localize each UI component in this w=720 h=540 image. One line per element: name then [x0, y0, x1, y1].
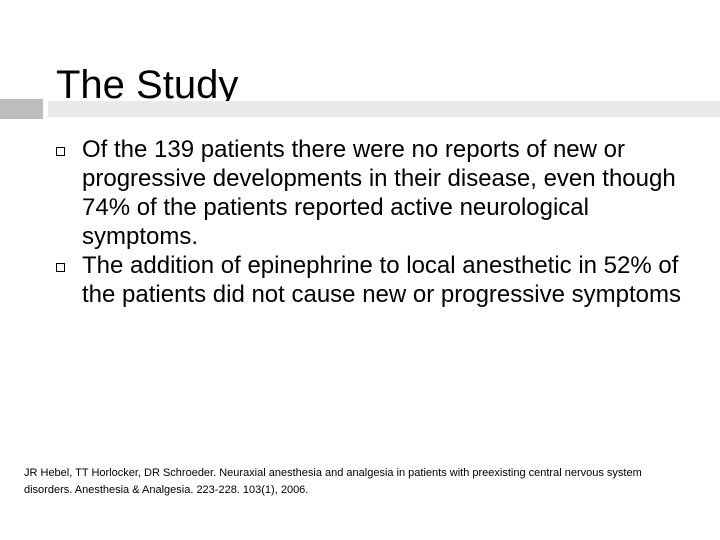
citation: JR Hebel, TT Horlocker, DR Schroeder. Ne…	[24, 467, 642, 496]
slide-title: The Study	[56, 62, 239, 107]
square-bullet-icon	[56, 263, 65, 272]
bullet-item: Of the 139 patients there were no report…	[56, 135, 706, 251]
square-bullet-icon	[56, 147, 65, 156]
title-divider-accent	[0, 99, 43, 119]
title-divider	[48, 101, 720, 117]
bullet-text: The addition of epinephrine to local ane…	[82, 252, 681, 308]
bullet-list: Of the 139 patients there were no report…	[56, 135, 706, 309]
bullet-text: Of the 139 patients there were no report…	[82, 136, 676, 250]
bullet-item: The addition of epinephrine to local ane…	[56, 251, 706, 309]
